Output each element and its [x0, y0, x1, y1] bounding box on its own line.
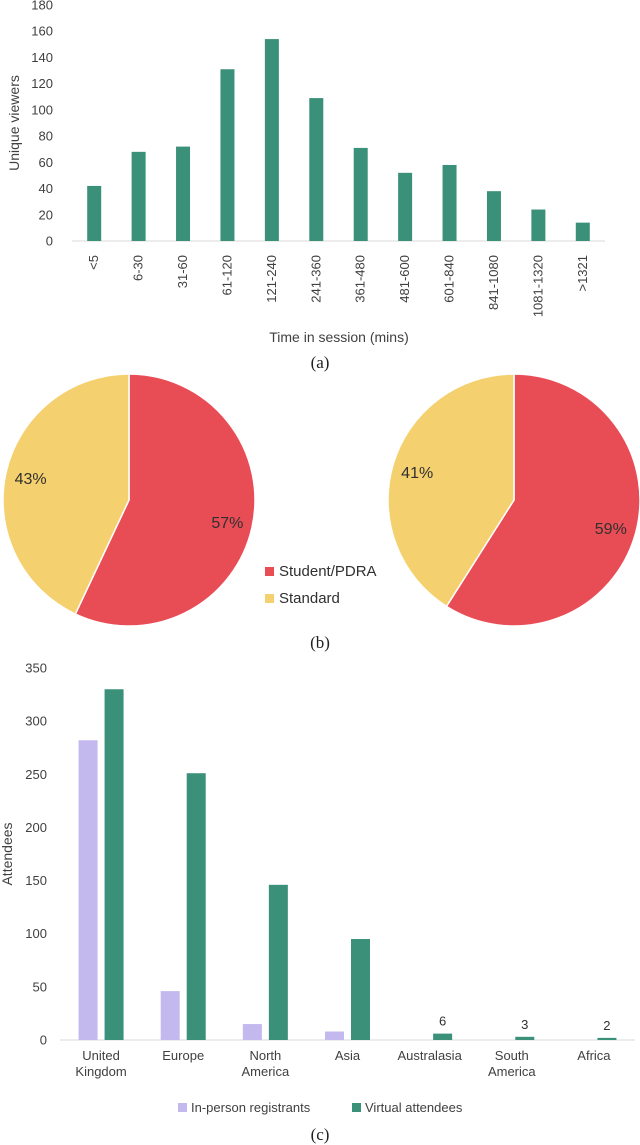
- x-tick-label: 31-60: [175, 255, 190, 288]
- pie-slice: [445, 373, 640, 627]
- y-tick-label: 20: [39, 207, 53, 222]
- bar: [242, 1024, 262, 1040]
- bar: [264, 39, 279, 241]
- y-axis-label: Attendees: [0, 822, 15, 885]
- bar: [87, 185, 102, 241]
- bar: [186, 773, 206, 1040]
- data-label: 2: [603, 1018, 610, 1033]
- caption-a: (a): [311, 353, 330, 372]
- y-tick-label: 40: [39, 181, 53, 196]
- y-tick-label: 150: [25, 873, 47, 888]
- x-tick-label: 841-1080: [486, 255, 501, 310]
- slice-label: 59%: [595, 521, 627, 538]
- bar: [433, 1033, 453, 1040]
- x-tick-label: 241-360: [308, 255, 323, 303]
- x-tick-label: 601-840: [442, 255, 457, 303]
- legend-swatch: [178, 1103, 187, 1112]
- bar: [486, 191, 501, 241]
- caption-b: (b): [310, 633, 330, 652]
- pie-slice: [2, 373, 130, 616]
- bar: [131, 151, 146, 241]
- legend-swatch: [352, 1103, 361, 1112]
- y-tick-label: 0: [40, 1033, 47, 1048]
- x-tick-label: America: [242, 1064, 290, 1079]
- x-tick-label: 361-480: [353, 255, 368, 303]
- bar: [575, 222, 590, 241]
- y-tick-label: 60: [39, 155, 53, 170]
- y-tick-label: 300: [25, 714, 47, 729]
- slice-label: 41%: [401, 465, 433, 482]
- x-tick-label: Asia: [335, 1048, 361, 1063]
- data-label: 3: [521, 1017, 528, 1032]
- legend-label: Student/PDRA: [279, 563, 377, 580]
- data-label: 6: [439, 1014, 446, 1029]
- x-tick-label: America: [488, 1064, 536, 1079]
- x-tick-label: Australasia: [397, 1048, 462, 1063]
- x-tick-label: United: [82, 1048, 120, 1063]
- legend-swatch: [265, 594, 274, 603]
- bar: [176, 146, 191, 241]
- legend-label: Standard: [279, 590, 340, 607]
- legend-label: Virtual attendees: [365, 1100, 463, 1115]
- x-tick-label: Europe: [162, 1048, 204, 1063]
- legend-swatch: [265, 567, 274, 576]
- y-tick-label: 80: [39, 129, 53, 144]
- bar: [78, 740, 98, 1040]
- y-tick-label: 350: [25, 661, 47, 676]
- bar: [160, 991, 180, 1040]
- y-tick-label: 200: [25, 820, 47, 835]
- pie-slice: [387, 373, 515, 608]
- bar: [398, 172, 413, 241]
- bar: [515, 1036, 535, 1040]
- y-tick-label: 50: [33, 979, 47, 994]
- y-tick-label: 120: [31, 76, 53, 91]
- x-tick-label: 481-600: [397, 255, 412, 303]
- y-tick-label: 250: [25, 767, 47, 782]
- legend-label: In-person registrants: [191, 1100, 311, 1115]
- bar: [351, 939, 370, 1040]
- bar: [325, 1031, 344, 1040]
- bar: [597, 1037, 617, 1040]
- y-axis-label: Unique viewers: [6, 75, 22, 171]
- y-tick-label: 160: [31, 24, 53, 39]
- x-tick-label: South: [495, 1048, 529, 1063]
- y-tick-label: 100: [31, 102, 53, 117]
- x-tick-label: 61-120: [219, 255, 234, 295]
- pie-slice: [74, 373, 256, 627]
- bar: [442, 164, 457, 241]
- x-tick-label: North: [249, 1048, 281, 1063]
- caption-c: (c): [311, 1125, 330, 1144]
- y-tick-label: 180: [31, 0, 53, 13]
- y-tick-label: 100: [25, 926, 47, 941]
- y-tick-label: 140: [31, 50, 53, 65]
- slice-label: 57%: [211, 515, 243, 532]
- x-tick-label: >1321: [575, 255, 590, 292]
- bar: [353, 147, 368, 241]
- bar: [220, 69, 235, 241]
- x-tick-label: Kingdom: [75, 1064, 126, 1079]
- bar: [309, 98, 324, 241]
- y-tick-label: 0: [46, 234, 53, 249]
- bar: [531, 209, 546, 241]
- bar: [268, 884, 288, 1040]
- x-tick-label: <5: [86, 255, 101, 270]
- x-tick-label: Africa: [577, 1048, 611, 1063]
- bar: [104, 689, 124, 1040]
- x-tick-label: 121-240: [264, 255, 279, 303]
- slice-label: 43%: [15, 471, 47, 488]
- x-tick-label: 6-30: [131, 255, 146, 281]
- x-axis-label: Time in session (mins): [269, 329, 409, 345]
- x-tick-label: 1081-1320: [530, 255, 545, 317]
